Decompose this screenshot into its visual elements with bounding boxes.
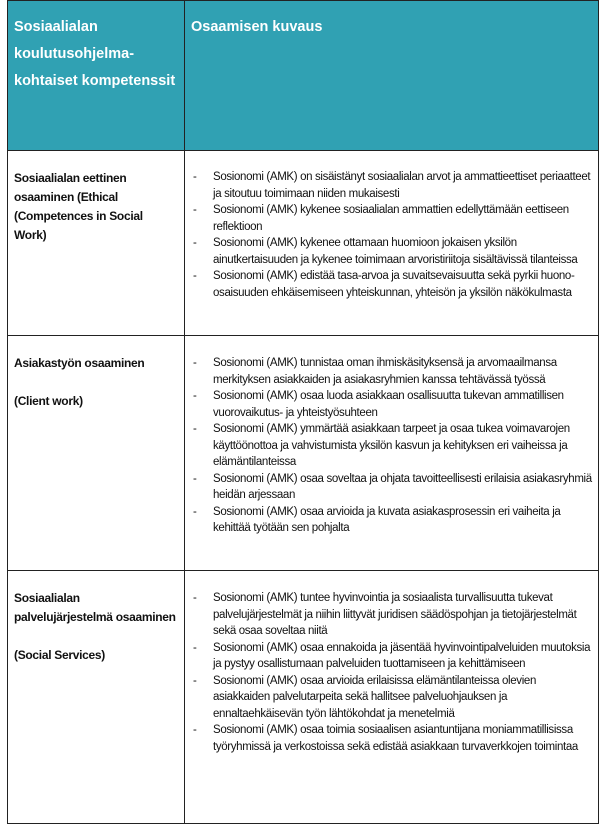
competence-english: (Client work) [14, 394, 83, 408]
description-cell: Sosionomi (AMK) on sisäistänyt sosiaalia… [184, 150, 599, 336]
description-cell: Sosionomi (AMK) tunnistaa oman ihmiskäsi… [184, 335, 599, 571]
list-item: Sosionomi (AMK) osaa luoda asiakkaan osa… [193, 388, 592, 421]
list-item: Sosionomi (AMK) osaa arvioida erilaisiss… [193, 673, 592, 723]
competence-name: Sosiaalialan eettinen osaaminen (Ethical [14, 171, 127, 204]
header-row: Sosiaalialan koulutusohjelma-kohtaiset k… [7, 0, 599, 151]
description-list: Sosionomi (AMK) tuntee hyvinvointia ja s… [185, 571, 598, 755]
description-list: Sosionomi (AMK) on sisäistänyt sosiaalia… [185, 151, 598, 301]
list-item: Sosionomi (AMK) kykenee ottamaan huomioo… [193, 235, 592, 268]
table-row: Asiakastyön osaaminen (Client work) Sosi… [7, 335, 599, 571]
competence-cell: Sosiaalialan eettinen osaaminen (Ethical… [7, 150, 185, 336]
list-item: Sosionomi (AMK) edistää tasa-arvoa ja su… [193, 268, 592, 301]
header-description: Osaamisen kuvaus [184, 0, 599, 151]
competence-english: (Social Services) [14, 648, 105, 662]
list-item: Sosionomi (AMK) ymmärtää asiakkaan tarpe… [193, 421, 592, 471]
competence-name: Asiakastyön osaaminen [14, 356, 145, 370]
competence-english: (Competences in Social Work) [14, 209, 143, 242]
description-cell: Sosionomi (AMK) tuntee hyvinvointia ja s… [184, 570, 599, 824]
competence-cell: Asiakastyön osaaminen (Client work) [7, 335, 185, 571]
list-item: Sosionomi (AMK) on sisäistänyt sosiaalia… [193, 169, 592, 202]
list-item: Sosionomi (AMK) osaa toimia sosiaalisen … [193, 722, 592, 755]
list-item: Sosionomi (AMK) kykenee sosiaalialan amm… [193, 202, 592, 235]
list-item: Sosionomi (AMK) tunnistaa oman ihmiskäsi… [193, 355, 592, 388]
table-row: Sosiaalialan eettinen osaaminen (Ethical… [7, 150, 599, 336]
list-item: Sosionomi (AMK) tuntee hyvinvointia ja s… [193, 590, 592, 640]
competence-name: Sosiaalialan palvelujärjestelmä osaamine… [14, 591, 176, 624]
description-list: Sosionomi (AMK) tunnistaa oman ihmiskäsi… [185, 336, 598, 537]
competence-table: Sosiaalialan koulutusohjelma-kohtaiset k… [7, 0, 599, 824]
competence-cell: Sosiaalialan palvelujärjestelmä osaamine… [7, 570, 185, 824]
list-item: Sosionomi (AMK) osaa ennakoida ja jäsent… [193, 640, 592, 673]
list-item: Sosionomi (AMK) osaa soveltaa ja ohjata … [193, 471, 592, 504]
list-item: Sosionomi (AMK) osaa arvioida ja kuvata … [193, 504, 592, 537]
table-row: Sosiaalialan palvelujärjestelmä osaamine… [7, 570, 599, 824]
header-competences: Sosiaalialan koulutusohjelma-kohtaiset k… [7, 0, 185, 151]
